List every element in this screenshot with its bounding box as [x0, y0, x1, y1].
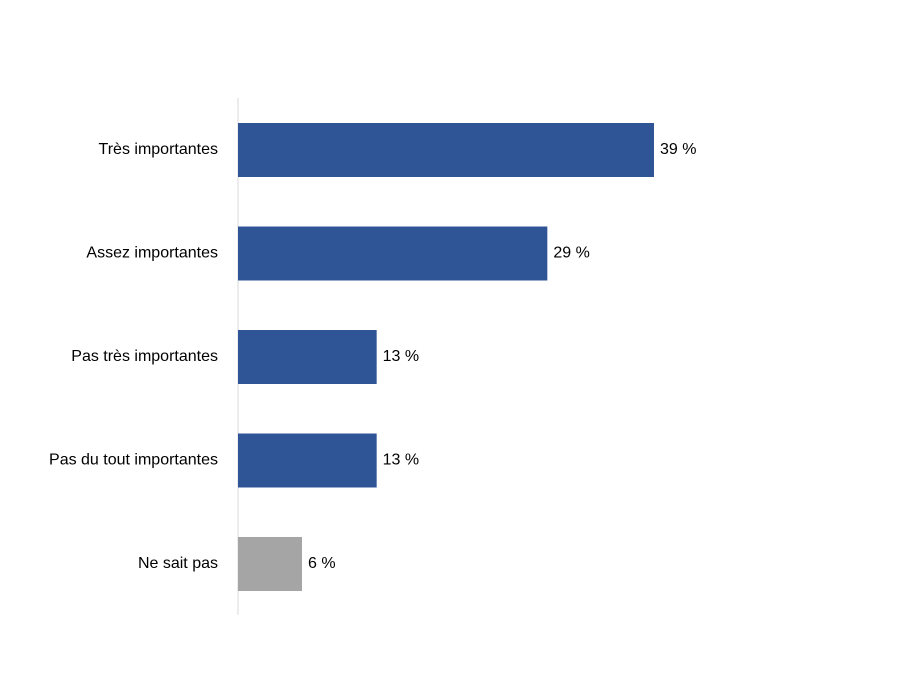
bar: [238, 537, 302, 591]
bar: [238, 330, 377, 384]
category-tick-label: Assez importantes: [86, 245, 218, 262]
category-labels-layer: Très importantes Assez importantes Pas trè…: [49, 141, 218, 572]
category-tick-label: Très importantes: [99, 141, 218, 158]
data-label: 13 %: [383, 452, 419, 469]
bar: [238, 433, 377, 488]
category-tick-label: Pas très importantes: [71, 348, 218, 365]
data-labels-layer: 39 % 29 % 13 % 13 % 6 %: [308, 141, 696, 572]
data-label: 29 %: [553, 245, 589, 262]
data-label: 6 %: [308, 555, 336, 572]
category-tick-label: Pas du tout importantes: [49, 452, 218, 469]
category-tick-label: Ne sait pas: [138, 555, 218, 572]
bar: [238, 123, 654, 177]
data-label: 39 %: [660, 141, 696, 158]
bar: [238, 226, 548, 281]
data-label: 13 %: [383, 348, 419, 365]
bars-layer: [238, 123, 654, 591]
